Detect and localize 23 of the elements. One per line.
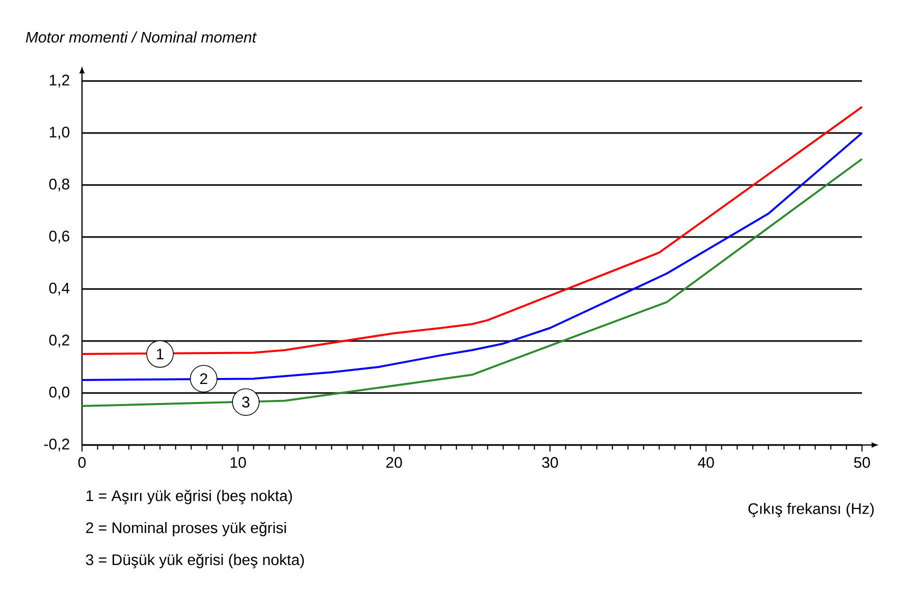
x-tick-label: 50 <box>854 457 870 468</box>
y-tick-label: 0,0 <box>49 386 70 400</box>
x-tick-label: 30 <box>542 457 558 468</box>
y-tick-label: 1,2 <box>50 74 70 88</box>
text: 1 = Aşırı yük eğrisi (beş nokta) <box>86 490 292 504</box>
text: 2 = Nominal proses yük eğrisi <box>86 522 286 536</box>
x-axis-title: Çıkış frekansı (Hz) <box>748 502 874 518</box>
x-tick-label: 0 <box>78 457 86 468</box>
line-series <box>81 158 864 407</box>
annotation: 1 <box>156 348 164 360</box>
annotation: 2 <box>200 373 208 384</box>
annotation: 3 <box>242 396 250 408</box>
x-tick-label: 20 <box>386 457 402 468</box>
y-tick-label: 0,4 <box>49 282 70 296</box>
x-tick-label: 10 <box>230 457 246 468</box>
y-tick-label: 0,8 <box>49 178 70 192</box>
text: 3 = Düşük yük eğrisi (beş nokta) <box>86 554 304 568</box>
y-tick-label: 0,6 <box>49 230 70 244</box>
y-axis-title: Motor momenti / Nominal moment <box>26 31 257 43</box>
x-tick-label: 40 <box>698 457 714 468</box>
y-tick-label: 0,2 <box>49 334 70 348</box>
y-tick-label: -0,2 <box>44 438 70 452</box>
y-tick-label: 1,0 <box>50 126 70 140</box>
